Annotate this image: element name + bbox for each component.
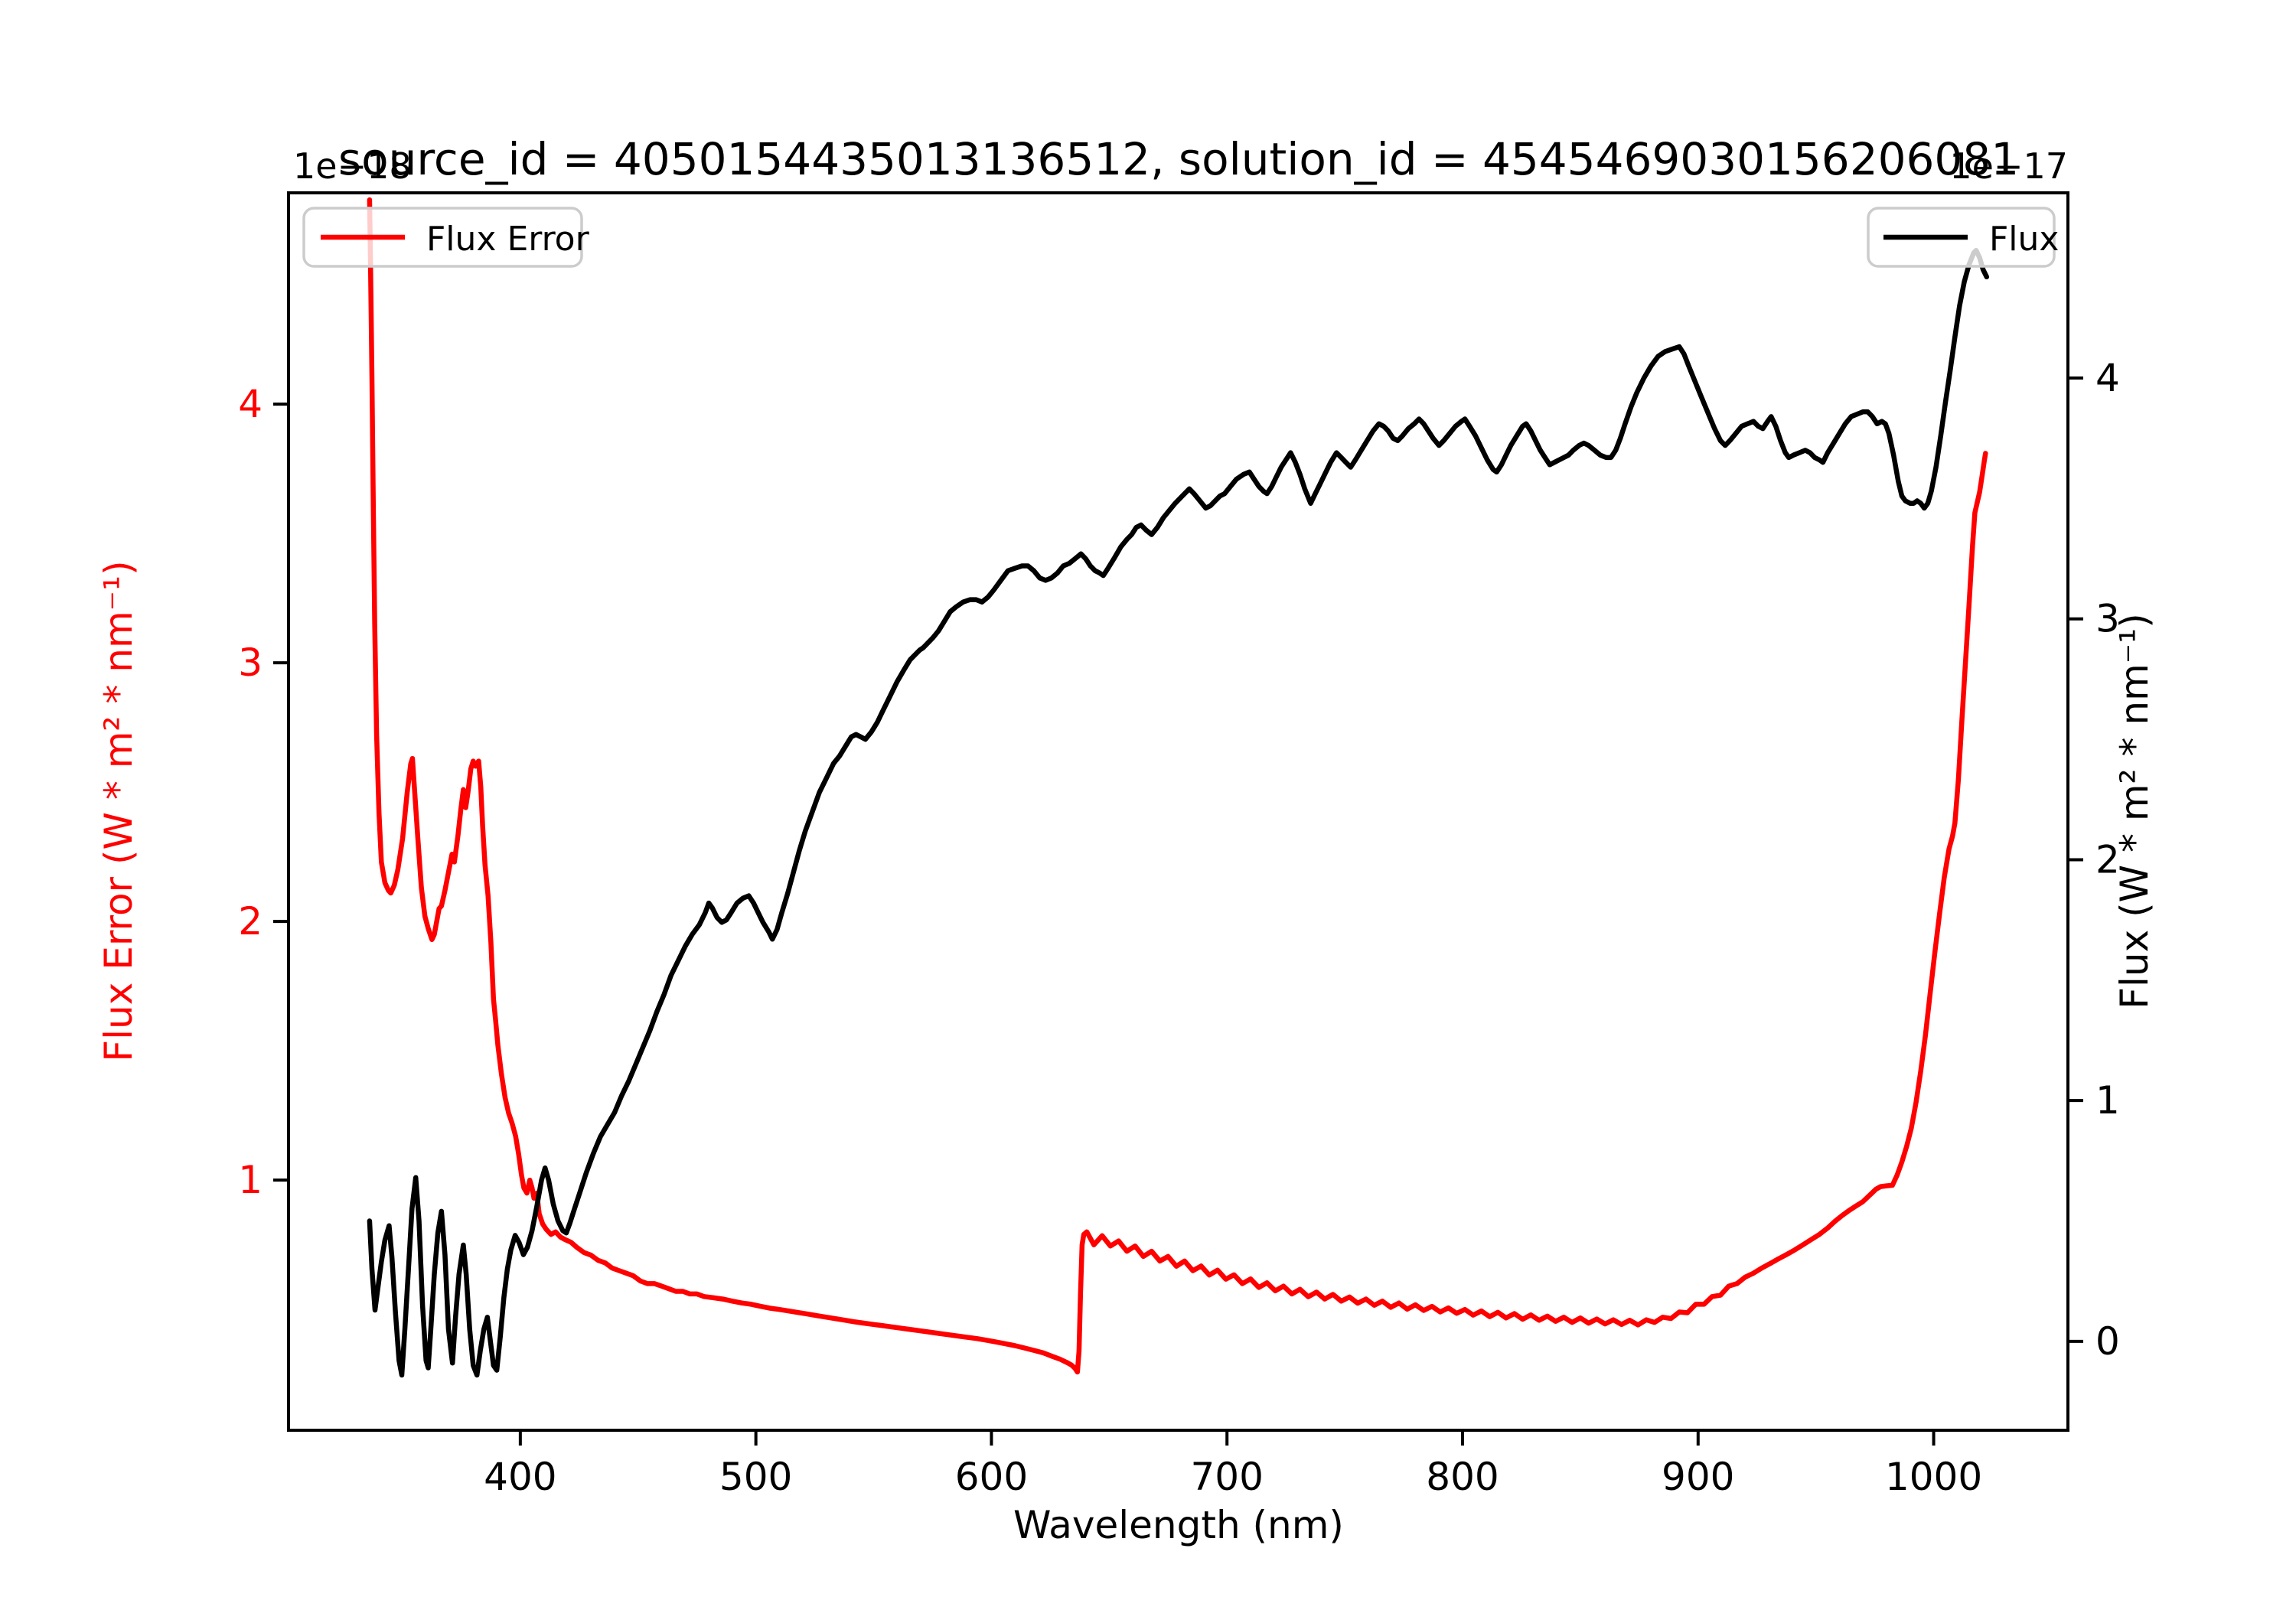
plot-title: source_id = 4050154435013136512, solutio… xyxy=(338,133,2019,185)
legend-flux-error-box xyxy=(302,207,583,268)
y-left-tick-label: 4 xyxy=(238,382,263,426)
y-left-tick-label: 3 xyxy=(238,641,263,685)
y-right-tick-label: 2 xyxy=(2095,837,2120,882)
flux-error-line xyxy=(367,197,1988,1375)
y-right-tick-label: 3 xyxy=(2095,597,2120,641)
series-layer xyxy=(367,197,1990,1378)
x-tick-label: 800 xyxy=(1426,1455,1499,1499)
x-tick-label: 700 xyxy=(1190,1455,1263,1499)
right-axis-scale-offset: 1e−17 xyxy=(1949,145,2068,187)
ticks-layer: 400 500 600 700 800 900 1000 1 2 3 4 0 1 2 3 4 xyxy=(238,356,2120,1499)
x-tick-label: 500 xyxy=(719,1455,792,1499)
y-right-tick-label: 4 xyxy=(2095,356,2120,400)
x-tick-label: 400 xyxy=(484,1455,556,1499)
legend-flux-error: Flux Error xyxy=(302,207,590,268)
x-axis-label: Wavelength (nm) xyxy=(1013,1503,1344,1547)
legend-flux: Flux xyxy=(1867,207,2059,268)
y-right-tick-label: 1 xyxy=(2095,1078,2120,1123)
y-right-tick-label: 0 xyxy=(2095,1319,2120,1364)
x-tick-label: 600 xyxy=(955,1455,1028,1499)
y-left-tick-label: 1 xyxy=(238,1158,263,1202)
left-axis-scale-offset: 1e−18 xyxy=(293,145,412,187)
legend-flux-error-label: Flux Error xyxy=(426,220,590,259)
y-right-axis-label: Flux (W * m² * nm⁻¹) xyxy=(2112,613,2157,1009)
y-left-tick-label: 2 xyxy=(238,899,263,944)
x-tick-label: 900 xyxy=(1662,1455,1734,1499)
axes-frame xyxy=(287,191,2069,1432)
y-left-axis-label: Flux Error (W * m² * nm⁻¹) xyxy=(96,560,141,1061)
legend-flux-label: Flux xyxy=(1989,220,2059,259)
x-tick-label: 1000 xyxy=(1885,1455,1982,1499)
flux-line xyxy=(367,247,1990,1378)
